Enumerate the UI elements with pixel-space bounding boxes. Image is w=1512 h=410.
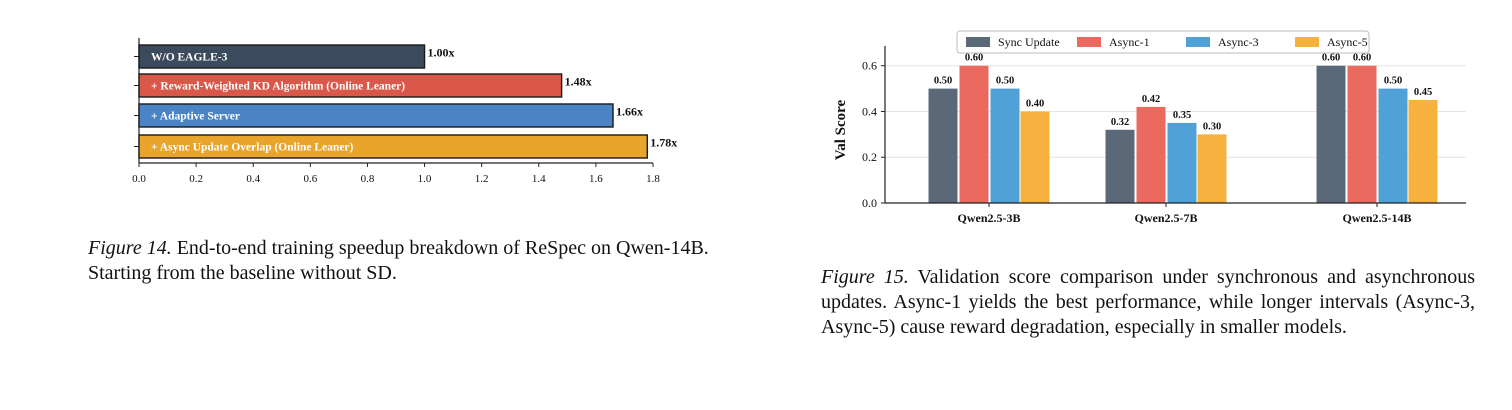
- data-label: 0.60: [965, 53, 983, 64]
- data-label: 0.50: [996, 76, 1014, 87]
- bar: [1408, 100, 1438, 203]
- data-label: 0.42: [1142, 94, 1160, 105]
- legend-swatch: [1186, 37, 1210, 47]
- data-label: 0.60: [1322, 53, 1340, 64]
- figure-15-caption: Figure 15. Validation score comparison u…: [821, 265, 1475, 340]
- y-tick-label: 0.0: [862, 196, 877, 210]
- y-tick-label: 0.2: [862, 150, 877, 164]
- data-label: 1.00x: [428, 46, 455, 60]
- data-label: 1.66x: [616, 105, 643, 119]
- x-tick-label: 0.0: [132, 173, 146, 185]
- data-label: 0.35: [1173, 110, 1191, 121]
- bar-label: + Async Update Overlap (Online Leaner): [151, 142, 354, 154]
- bar: [138, 73, 563, 98]
- data-label: 0.50: [1384, 76, 1402, 87]
- legend-box: [956, 30, 1370, 54]
- bar: [1378, 88, 1408, 203]
- bar-label: W/O EAGLE-3: [151, 52, 228, 64]
- legend-entry: Async-5: [1327, 35, 1368, 49]
- figure-14-text: End-to-end training speedup breakdown of…: [88, 237, 709, 284]
- bar: [990, 88, 1020, 203]
- x-tick-label: 1.8: [646, 173, 660, 185]
- bar: [1316, 65, 1346, 204]
- x-tick-label: 1.6: [589, 173, 603, 185]
- legend-entry: Async-3: [1218, 35, 1259, 49]
- legend: Sync Update Async-1 Async-3 Async-5: [956, 30, 1370, 54]
- x-tick-label: 1.2: [475, 173, 489, 185]
- x-tick-label: 0.2: [189, 173, 203, 185]
- data-label: 0.60: [1353, 53, 1371, 64]
- x-tick-label: 1.0: [418, 173, 432, 185]
- bar-label: + Adaptive Server: [151, 111, 240, 123]
- figure-15-text: Validation score comparison under synchr…: [821, 266, 1475, 338]
- legend-swatch: [1295, 37, 1319, 47]
- bar: [1347, 65, 1377, 204]
- figure-15-label: Figure 15.: [821, 266, 909, 288]
- bar: [928, 88, 958, 203]
- data-label: 0.45: [1414, 87, 1432, 98]
- data-label: 0.40: [1026, 98, 1044, 109]
- bar: [959, 65, 989, 204]
- x-tick-label: Qwen2.5-3B: [958, 211, 1021, 225]
- data-label: 0.32: [1111, 117, 1129, 128]
- data-label: 1.78x: [650, 136, 677, 150]
- x-tick-label: Qwen2.5-7B: [1135, 211, 1198, 225]
- legend-swatch: [1077, 37, 1101, 47]
- y-tick-label: 0.6: [862, 59, 877, 73]
- bar: [1167, 122, 1197, 203]
- bar: [1020, 111, 1050, 203]
- legend-entry: Sync Update: [998, 35, 1060, 49]
- figure-14-caption: Figure 14. End-to-end training speedup b…: [88, 236, 738, 286]
- y-tick-label: 0.4: [862, 104, 877, 118]
- x-tick-label: 1.4: [532, 173, 546, 185]
- bar: [1105, 129, 1135, 203]
- y-axis-title: Val Score: [833, 99, 849, 160]
- bar: [1197, 134, 1227, 203]
- x-tick-label: Qwen2.5-14B: [1343, 211, 1412, 225]
- x-tick-label: 0.4: [246, 173, 260, 185]
- bar: [138, 134, 648, 159]
- data-label: 0.50: [934, 76, 952, 87]
- legend-entry: Async-1: [1109, 35, 1150, 49]
- x-tick-label: 0.6: [303, 173, 317, 185]
- bar: [1136, 106, 1166, 203]
- bar-label: + Reward-Weighted KD Algorithm (Online L…: [151, 81, 405, 93]
- legend-swatch: [966, 37, 990, 47]
- bar: [138, 44, 426, 69]
- data-label: 1.48x: [565, 75, 592, 89]
- x-tick-label: 0.8: [361, 173, 375, 185]
- bar: [138, 103, 614, 128]
- data-label: 0.30: [1203, 121, 1221, 132]
- figure-14-label: Figure 14.: [88, 237, 172, 259]
